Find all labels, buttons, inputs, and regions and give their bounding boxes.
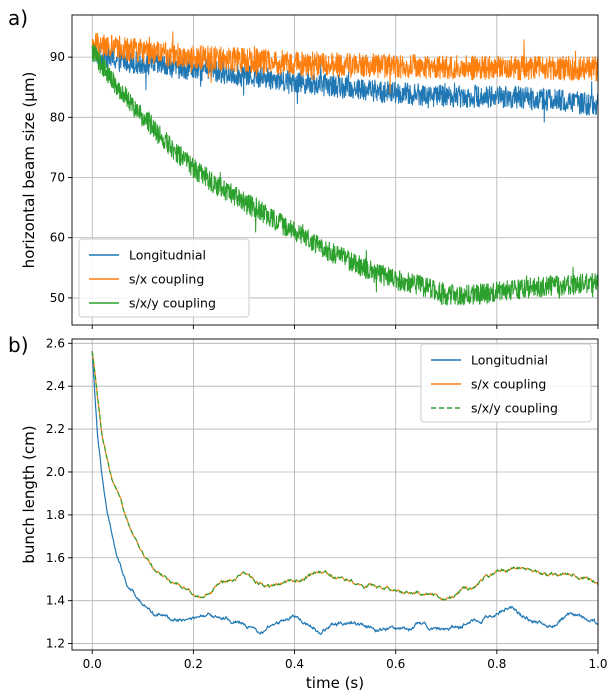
y-tick-label: 1.8 [46, 508, 65, 522]
series-line-2 [91, 351, 598, 601]
y-tick-label: 1.2 [46, 637, 65, 651]
series-line-2 [91, 44, 598, 306]
x-tick-label: 0.4 [285, 657, 304, 671]
series-line-1 [91, 31, 598, 94]
y-tick-label: 70 [50, 171, 65, 185]
plot-frame [71, 14, 599, 326]
series-line-0 [91, 44, 598, 123]
series-group [91, 31, 598, 306]
y-tick-label: 90 [50, 50, 65, 64]
x-axis-label: time (s) [306, 674, 364, 692]
x-tick-label: 0.2 [184, 657, 203, 671]
plot-frame [71, 338, 599, 651]
chart-panel-1: 0.0 0.2 0.4 0.6 0.8 1.0 1.2 1.4 1.6 1.8 2.0 2.2 2.4 2… [8, 333, 608, 692]
x-tick-label: 0.8 [487, 657, 506, 671]
y-tick-label: 1.6 [46, 551, 65, 565]
x-tick-label: 1.0 [588, 657, 607, 671]
legend-entry-1: s/x coupling [129, 272, 204, 287]
series-group [91, 351, 598, 636]
legend-box [78, 238, 250, 318]
x-tick-label: 0.6 [386, 657, 405, 671]
series-line-0 [91, 351, 598, 636]
y-tick-label: 1.4 [46, 594, 65, 608]
legend-entry-0: Longitudnial [129, 248, 206, 263]
legend-entry-2: s/x/y coupling [129, 296, 216, 311]
y-axis-label: horizontal beam size (μm) [20, 72, 38, 269]
y-tick-label: 2.2 [46, 422, 65, 436]
legend-entry-1: s/x coupling [471, 377, 546, 392]
y-tick-label: 2.4 [46, 379, 65, 393]
y-tick-label: 60 [50, 231, 65, 245]
legend-entry-2: s/x/y coupling [471, 401, 558, 416]
panel-label: a) [8, 6, 28, 30]
y-tick-label: 50 [50, 291, 65, 305]
legend: Longitudnial s/x coupling s/x/y coupling [420, 343, 592, 423]
y-tick-label: 80 [50, 110, 65, 124]
x-tick-label: 0.0 [83, 657, 102, 671]
legend: Longitudnial s/x coupling s/x/y coupling [78, 238, 250, 318]
panel-label: b) [8, 333, 29, 357]
chart-panel-0: 50 60 70 80 90 horizontal beam size (μm) a) Lon… [8, 6, 599, 329]
legend-box [420, 343, 592, 423]
y-tick-label: 2.6 [46, 336, 65, 350]
legend-entry-0: Longitudnial [471, 353, 548, 368]
y-tick-label: 2.0 [46, 465, 65, 479]
y-axis-label: bunch length (cm) [20, 425, 38, 563]
